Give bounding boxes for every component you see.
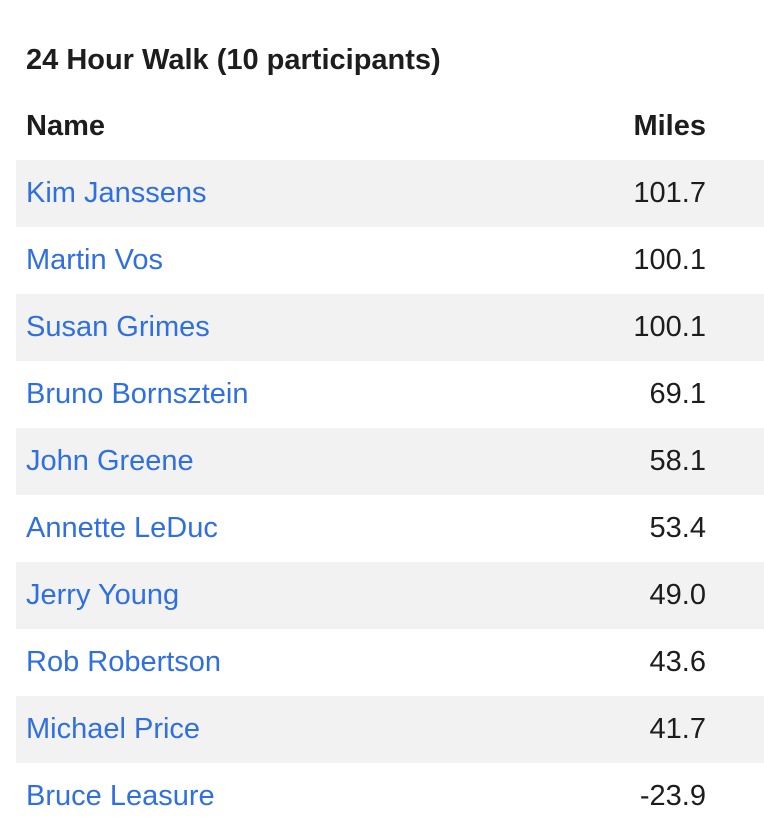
participant-link[interactable]: Jerry Young [26, 579, 180, 611]
miles-cell: 41.7 [495, 696, 764, 763]
table-row: Jerry Young 49.0 [16, 562, 764, 629]
miles-value: 101.7 [633, 177, 706, 209]
miles-value: 69.1 [649, 378, 706, 410]
name-cell: Bruno Bornsztein [16, 361, 495, 428]
name-cell: Jerry Young [16, 562, 495, 629]
participant-link[interactable]: Annette LeDuc [26, 512, 218, 544]
column-header-name: Name [26, 110, 105, 142]
name-cell: Bruce Leasure [16, 763, 495, 830]
table-row: Kim Janssens 101.7 [16, 160, 764, 227]
table-row: Michael Price 41.7 [16, 696, 764, 763]
miles-value: 41.7 [649, 713, 706, 745]
page-title: 24 Hour Walk (10 participants) [26, 44, 441, 76]
miles-cell: 43.6 [495, 629, 764, 696]
participant-link[interactable]: John Greene [26, 445, 194, 477]
participant-link[interactable]: Martin Vos [26, 244, 163, 276]
participant-link[interactable]: Michael Price [26, 713, 201, 745]
miles-value: 58.1 [649, 445, 706, 477]
miles-value: 43.6 [649, 646, 706, 678]
participant-link[interactable]: Susan Grimes [26, 311, 210, 343]
name-cell: Annette LeDuc [16, 495, 495, 562]
miles-value: 100.1 [633, 311, 706, 343]
table-row: Rob Robertson 43.6 [16, 629, 764, 696]
results-table: Name Miles Kim Janssens 101.7 Martin Vos… [16, 93, 764, 830]
table-row: Susan Grimes 100.1 [16, 294, 764, 361]
miles-value: 53.4 [649, 512, 706, 544]
participant-link[interactable]: Bruce Leasure [26, 780, 215, 812]
table-row: Annette LeDuc 53.4 [16, 495, 764, 562]
name-cell: Susan Grimes [16, 294, 495, 361]
name-cell: Rob Robertson [16, 629, 495, 696]
miles-value: 100.1 [633, 244, 706, 276]
miles-cell: 101.7 [495, 160, 764, 227]
name-cell: Michael Price [16, 696, 495, 763]
column-header-miles: Miles [633, 110, 706, 142]
table-row: Bruce Leasure -23.9 [16, 763, 764, 830]
miles-value: 49.0 [649, 579, 706, 611]
participant-link[interactable]: Kim Janssens [26, 177, 207, 209]
miles-cell: 58.1 [495, 428, 764, 495]
participant-link[interactable]: Bruno Bornsztein [26, 378, 249, 410]
table-row: Martin Vos 100.1 [16, 227, 764, 294]
miles-cell: 53.4 [495, 495, 764, 562]
table-row: John Greene 58.1 [16, 428, 764, 495]
miles-cell: 100.1 [495, 294, 764, 361]
name-cell: Kim Janssens [16, 160, 495, 227]
table-header-row: Name Miles [16, 93, 764, 160]
miles-cell: 100.1 [495, 227, 764, 294]
miles-cell: 69.1 [495, 361, 764, 428]
miles-cell: -23.9 [495, 763, 764, 830]
participant-link[interactable]: Rob Robertson [26, 646, 222, 678]
name-cell: John Greene [16, 428, 495, 495]
table-row: Bruno Bornsztein 69.1 [16, 361, 764, 428]
miles-value: -23.9 [639, 780, 706, 812]
name-cell: Martin Vos [16, 227, 495, 294]
miles-cell: 49.0 [495, 562, 764, 629]
